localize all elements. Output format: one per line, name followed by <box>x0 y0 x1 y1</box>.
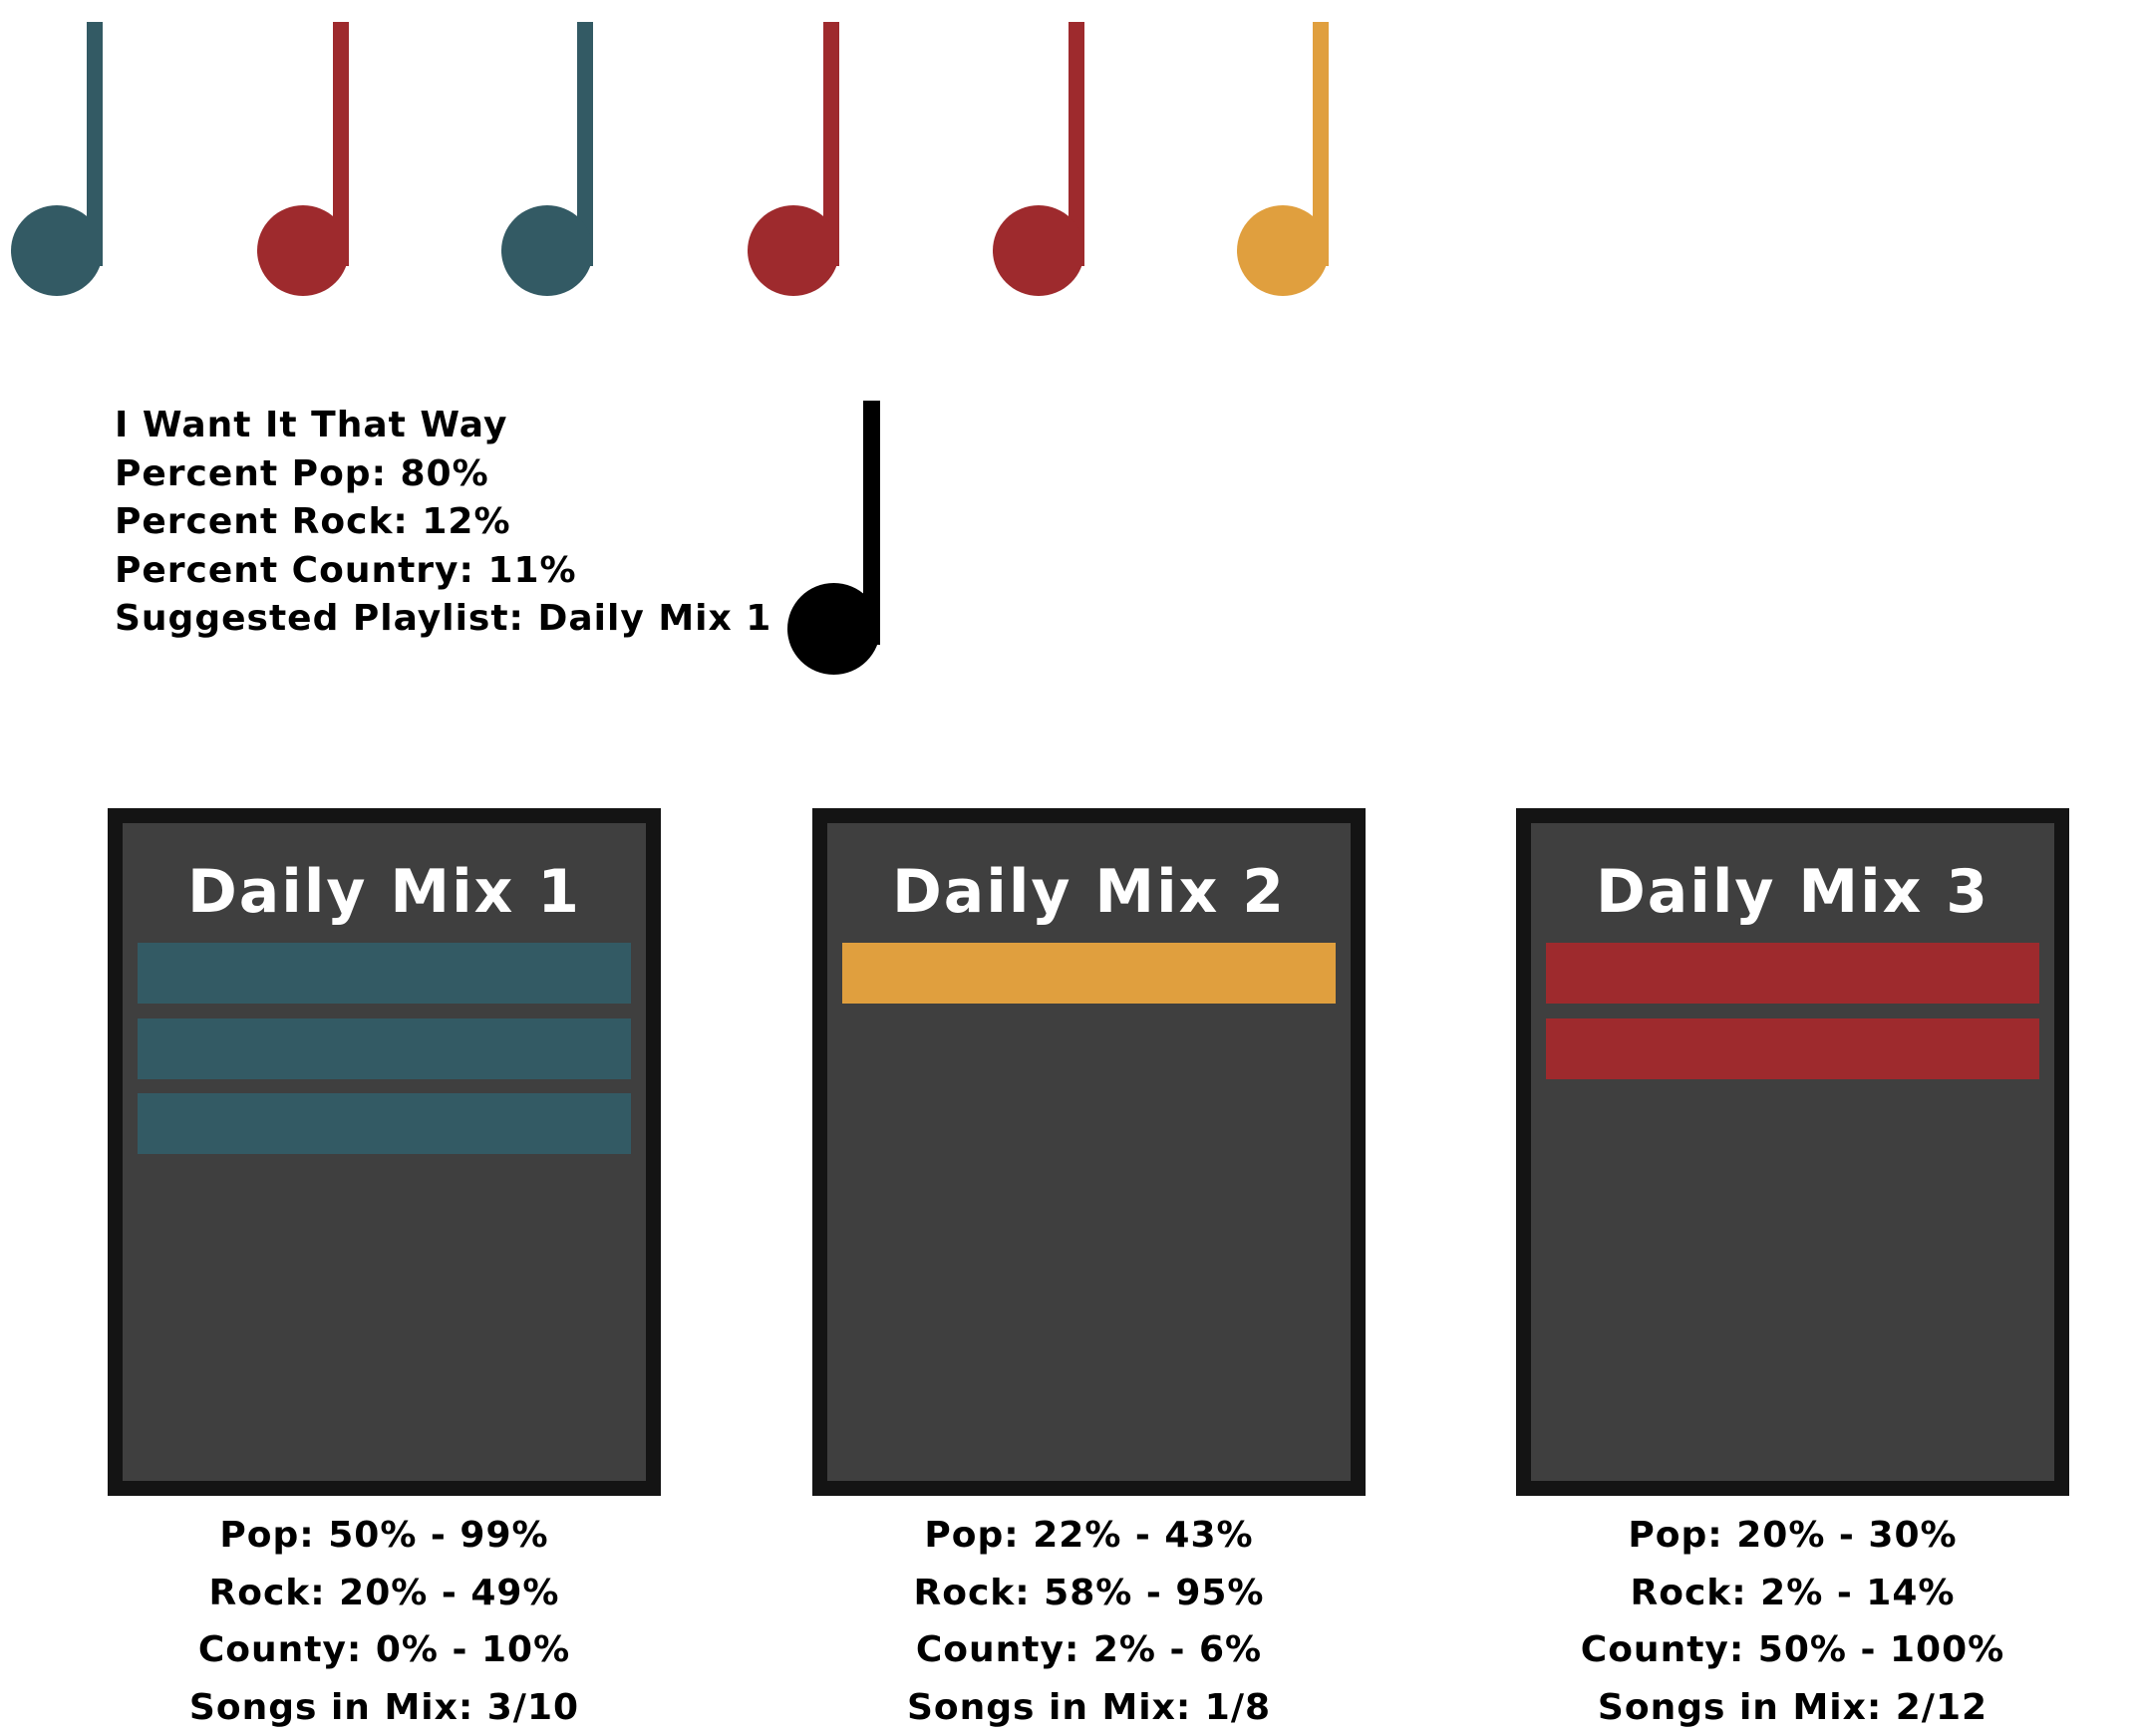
stat-pop-range: Pop: 22% - 43% <box>812 1507 1366 1565</box>
queue-note-2[interactable] <box>257 22 349 296</box>
playlist-title: Daily Mix 2 <box>827 857 1351 927</box>
stat-rock-range: Rock: 20% - 49% <box>108 1565 661 1622</box>
playlist-song-bar <box>1546 1018 2039 1079</box>
stat-pop-range: Pop: 20% - 30% <box>1516 1507 2069 1565</box>
note-head <box>11 205 103 296</box>
playlist-daily-mix-1[interactable]: Daily Mix 1 <box>108 808 661 1496</box>
playlist-stats-daily-mix-1: Pop: 50% - 99% Rock: 20% - 49% County: 0… <box>108 1507 661 1736</box>
stat-rock-range: Rock: 2% - 14% <box>1516 1565 2069 1622</box>
playlist-title: Daily Mix 3 <box>1531 857 2054 927</box>
note-head <box>257 205 349 296</box>
stat-country-range: County: 50% - 100% <box>1516 1621 2069 1679</box>
queue-note-5[interactable] <box>993 22 1084 296</box>
note-head <box>748 205 839 296</box>
stat-songs-in-mix: Songs in Mix: 2/12 <box>1516 1679 2069 1736</box>
playlist-song-bar <box>138 1093 631 1154</box>
playlist-song-bar <box>138 943 631 1004</box>
song-percent-pop: Percent Pop: 80% <box>115 450 771 499</box>
song-suggested-playlist: Suggested Playlist: Daily Mix 1 <box>115 595 771 644</box>
note-head <box>993 205 1084 296</box>
queue-note-4[interactable] <box>748 22 839 296</box>
playlist-song-bar <box>1546 943 2039 1004</box>
playlist-daily-mix-2[interactable]: Daily Mix 2 <box>812 808 1366 1496</box>
stat-country-range: County: 2% - 6% <box>812 1621 1366 1679</box>
playlist-title: Daily Mix 1 <box>123 857 646 927</box>
playlist-song-bar <box>842 943 1336 1004</box>
queue-note-6[interactable] <box>1237 22 1329 296</box>
playlist-daily-mix-3[interactable]: Daily Mix 3 <box>1516 808 2069 1496</box>
queue-note-3[interactable] <box>501 22 593 296</box>
current-song-note[interactable] <box>787 401 879 675</box>
note-head <box>501 205 593 296</box>
playlist-song-bar <box>138 1018 631 1079</box>
note-head <box>787 583 880 675</box>
stat-pop-range: Pop: 50% - 99% <box>108 1507 661 1565</box>
queue-note-1[interactable] <box>11 22 103 296</box>
note-head <box>1237 205 1329 296</box>
song-percent-country: Percent Country: 11% <box>115 547 771 596</box>
playlist-stats-daily-mix-3: Pop: 20% - 30% Rock: 2% - 14% County: 50… <box>1516 1507 2069 1736</box>
song-title: I Want It That Way <box>115 402 771 450</box>
stat-songs-in-mix: Songs in Mix: 1/8 <box>812 1679 1366 1736</box>
stat-country-range: County: 0% - 10% <box>108 1621 661 1679</box>
stat-songs-in-mix: Songs in Mix: 3/10 <box>108 1679 661 1736</box>
stat-rock-range: Rock: 58% - 95% <box>812 1565 1366 1622</box>
song-percent-rock: Percent Rock: 12% <box>115 498 771 547</box>
current-song-info: I Want It That Way Percent Pop: 80% Perc… <box>115 402 771 644</box>
playlist-stats-daily-mix-2: Pop: 22% - 43% Rock: 58% - 95% County: 2… <box>812 1507 1366 1736</box>
